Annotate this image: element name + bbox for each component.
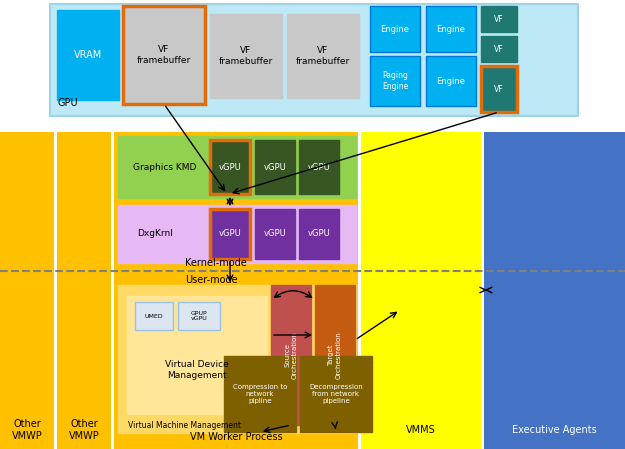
Text: VMMS: VMMS [406,425,436,435]
Bar [224,356,296,432]
Bar [299,140,339,194]
Bar [210,140,250,194]
Bar [287,14,359,98]
Text: VF: VF [494,84,504,93]
Bar [50,4,578,116]
Bar [135,302,173,330]
Bar [361,132,481,449]
Text: User-mode: User-mode [185,275,238,285]
Text: vGPU: vGPU [264,229,286,238]
Bar [484,132,625,449]
Bar [178,302,220,330]
Text: Compression to
network
pipline: Compression to network pipline [232,384,288,404]
Bar [118,136,356,198]
Text: Executive Agents: Executive Agents [512,425,596,435]
Text: Other
VMWP: Other VMWP [12,419,42,441]
Bar [57,132,111,449]
Bar [299,209,339,259]
Text: VF
framebuffer: VF framebuffer [219,46,273,66]
Bar [426,6,476,52]
Bar [370,6,420,52]
Bar [118,205,356,263]
Bar [481,36,517,62]
Text: Kernel-mode: Kernel-mode [185,258,247,268]
Bar [210,209,250,259]
Text: Virtual Machine Management: Virtual Machine Management [129,422,241,431]
Text: VRAM: VRAM [74,50,102,60]
Bar [370,56,420,106]
Text: GPUP
vGPU: GPUP vGPU [191,311,208,321]
Text: Virtual Device
Management: Virtual Device Management [165,360,229,380]
Text: vGPU: vGPU [308,163,331,172]
Text: VF
framebuffer: VF framebuffer [137,45,191,65]
Text: VF
framebuffer: VF framebuffer [296,46,350,66]
Text: Graphics KMD: Graphics KMD [133,163,197,172]
Bar [481,66,517,112]
Bar [271,285,311,425]
Text: Engine: Engine [436,76,466,85]
Bar [300,356,372,432]
Bar [123,6,205,104]
Bar [0,132,54,449]
Bar [255,209,295,259]
Text: DxgKrnl: DxgKrnl [137,229,173,238]
Bar [114,132,358,449]
Text: Engine: Engine [436,25,466,34]
Text: VF: VF [494,14,504,23]
Bar [426,56,476,106]
Text: Target
Orchestration: Target Orchestration [329,331,341,379]
Bar [210,14,282,98]
Text: Paging
Engine: Paging Engine [382,71,408,91]
Text: Decompression
from network
pipeline: Decompression from network pipeline [309,384,363,404]
Text: Source
Orchestration: Source Orchestration [284,331,298,379]
Bar [255,140,295,194]
Bar [57,10,119,100]
Bar [127,296,267,414]
Text: GPU: GPU [57,98,78,108]
Bar [315,285,355,425]
Text: vGPU: vGPU [219,163,241,172]
Text: vGPU: vGPU [264,163,286,172]
Text: VM Worker Process: VM Worker Process [190,432,282,442]
Text: VF: VF [494,44,504,53]
Text: Other
VMWP: Other VMWP [69,419,99,441]
Bar [118,285,356,433]
Text: Engine: Engine [381,25,409,34]
Text: UMED: UMED [145,313,163,318]
Text: vGPU: vGPU [219,229,241,238]
Text: vGPU: vGPU [308,229,331,238]
Bar [481,6,517,32]
